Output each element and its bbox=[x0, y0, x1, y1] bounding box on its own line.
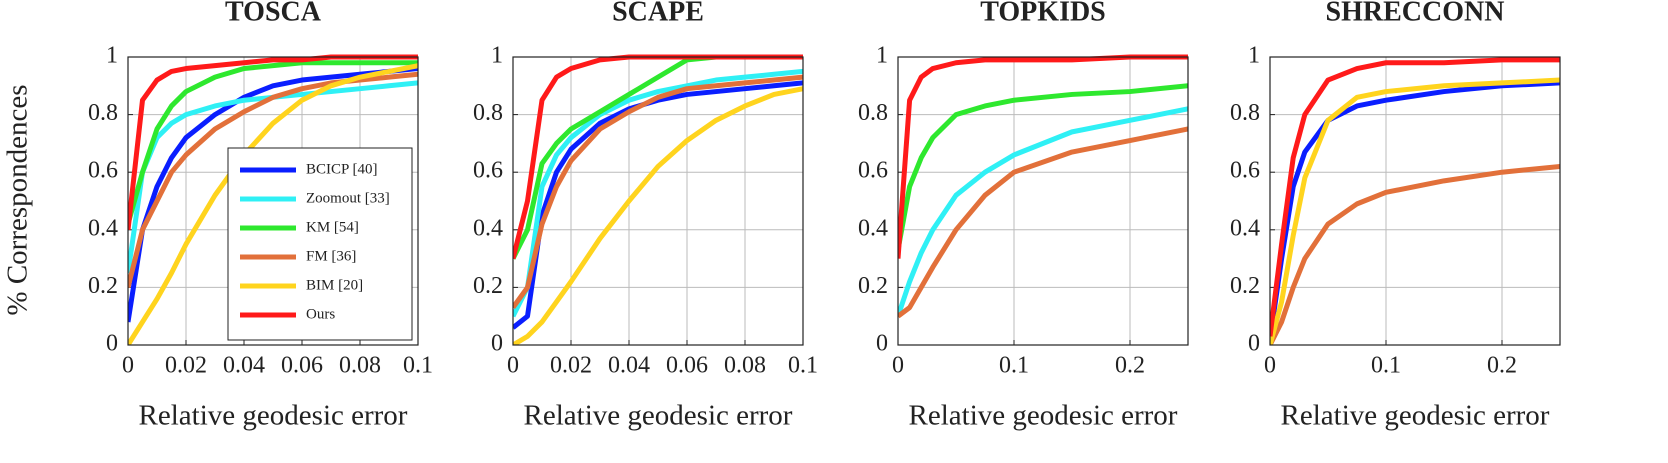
y-tick-label: 0.4 bbox=[858, 215, 888, 241]
legend-box bbox=[227, 147, 413, 341]
y-tick-label: 0 bbox=[491, 331, 503, 357]
y-tick-label: 0.2 bbox=[473, 273, 503, 299]
x-axis-label: Relative geodesic error bbox=[909, 400, 1178, 432]
plot-frame bbox=[1269, 56, 1561, 346]
x-tick-label: 0.02 bbox=[165, 353, 207, 379]
x-tick-label: 0 bbox=[1264, 353, 1276, 379]
plot-frame bbox=[897, 56, 1189, 346]
x-tick-label: 0.1 bbox=[788, 353, 818, 379]
subplot: 0 0.2 0.4 0.6 0.8 1 0 0.02 0.04 0.06 0.08 0.1 TOSCA R… bbox=[2, 0, 433, 432]
y-tick-label: 0.8 bbox=[858, 100, 888, 126]
x-tick-label: 0.06 bbox=[666, 353, 708, 379]
legend-label: Ours bbox=[306, 306, 335, 322]
series-line bbox=[513, 68, 803, 318]
x-tick-label: 0.08 bbox=[724, 353, 766, 379]
plot-area bbox=[1270, 57, 1560, 345]
x-tick-label: 0.04 bbox=[608, 353, 650, 379]
x-tick-label: 0.1 bbox=[403, 353, 433, 379]
y-tick-label: 0.8 bbox=[1230, 100, 1260, 126]
subplot: 0 0.2 0.4 0.6 0.8 1 0 0.1 0.2 SHRECCONN Relative g… bbox=[1230, 0, 1561, 432]
series-line bbox=[898, 106, 1188, 317]
x-tick-label: 0 bbox=[122, 353, 134, 379]
x-tick-label: 0.06 bbox=[281, 353, 323, 379]
series-line bbox=[898, 83, 1188, 251]
y-tick-label: 1 bbox=[491, 43, 503, 69]
y-tick-label: 0.6 bbox=[858, 158, 888, 184]
series-line bbox=[513, 80, 803, 330]
x-tick-label: 0.1 bbox=[999, 353, 1029, 379]
legend-label: BIM [20] bbox=[306, 277, 363, 293]
series-line bbox=[1270, 77, 1560, 345]
series-line bbox=[898, 54, 1188, 259]
x-axis-label: Relative geodesic error bbox=[1281, 400, 1550, 432]
series-line bbox=[128, 66, 418, 323]
x-axis-label: Relative geodesic error bbox=[524, 400, 793, 432]
legend-label: BCICP [40] bbox=[306, 161, 378, 177]
series-line bbox=[128, 80, 418, 274]
y-tick-label: 0.6 bbox=[473, 158, 503, 184]
legend-label: Zoomout [33] bbox=[306, 190, 390, 206]
plot-frame bbox=[127, 56, 419, 346]
y-axis-label: % Correspondences bbox=[2, 84, 34, 315]
x-tick-label: 0.08 bbox=[339, 353, 381, 379]
y-tick-label: 0 bbox=[106, 331, 118, 357]
y-tick-label: 0.4 bbox=[1230, 215, 1260, 241]
series-line bbox=[128, 71, 418, 289]
x-tick-label: 0.2 bbox=[1487, 353, 1517, 379]
y-tick-label: 0.4 bbox=[473, 215, 503, 241]
x-axis-label: Relative geodesic error bbox=[139, 400, 408, 432]
series-group bbox=[1270, 57, 1560, 345]
plot-frame bbox=[512, 56, 804, 346]
series-line bbox=[1270, 57, 1560, 337]
chart-title: SHRECCONN bbox=[1326, 0, 1505, 27]
chart-title: TOPKIDS bbox=[980, 0, 1106, 27]
x-tick-label: 0.04 bbox=[223, 353, 265, 379]
y-tick-label: 0.2 bbox=[88, 273, 118, 299]
series-group bbox=[898, 54, 1188, 319]
series-line bbox=[513, 74, 803, 310]
series-line bbox=[1270, 80, 1560, 340]
x-tick-label: 0.02 bbox=[550, 353, 592, 379]
y-tick-label: 0.8 bbox=[473, 100, 503, 126]
subplot: 0 0.2 0.4 0.6 0.8 1 0 0.02 0.04 0.06 0.08 0.1 SCAPE R… bbox=[473, 0, 818, 432]
y-tick-label: 1 bbox=[106, 43, 118, 69]
y-tick-label: 0 bbox=[1248, 331, 1260, 357]
chart-title: SCAPE bbox=[612, 0, 704, 27]
y-tick-label: 0.2 bbox=[1230, 273, 1260, 299]
y-tick-label: 0.4 bbox=[88, 215, 118, 241]
y-tick-label: 0.8 bbox=[88, 100, 118, 126]
chart-title: TOSCA bbox=[225, 0, 322, 27]
series-group bbox=[128, 54, 418, 345]
plot-area bbox=[898, 57, 1188, 345]
y-tick-label: 1 bbox=[876, 43, 888, 69]
series-line bbox=[128, 60, 418, 225]
legend: BCICP [40] Zoomout [33] KM [54] FM [36] BIM … bbox=[227, 147, 413, 341]
y-tick-label: 0.6 bbox=[88, 158, 118, 184]
subplot: 0 0.2 0.4 0.6 0.8 1 0 0.1 0.2 TOPKIDS Relative geo… bbox=[858, 0, 1189, 432]
x-tick-label: 0 bbox=[507, 353, 519, 379]
y-tick-label: 1 bbox=[1248, 43, 1260, 69]
y-tick-label: 0.2 bbox=[858, 273, 888, 299]
x-tick-label: 0 bbox=[892, 353, 904, 379]
y-tick-label: 0 bbox=[876, 331, 888, 357]
x-tick-label: 0.1 bbox=[1371, 353, 1401, 379]
x-tick-label: 0.2 bbox=[1115, 353, 1145, 379]
series-line bbox=[513, 86, 803, 345]
series-line bbox=[898, 126, 1188, 319]
legend-label: KM [54] bbox=[306, 219, 359, 235]
y-tick-label: 0.6 bbox=[1230, 158, 1260, 184]
series-line bbox=[1270, 163, 1560, 345]
legend-label: FM [36] bbox=[306, 248, 356, 264]
